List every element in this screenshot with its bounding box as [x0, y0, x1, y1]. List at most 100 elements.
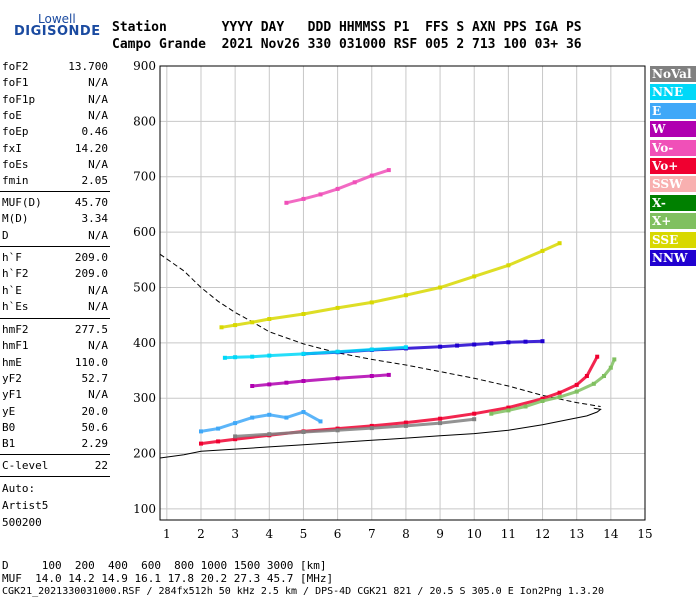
footer-file-info: CGK21_2021330031000.RSF / 284fx512h 50 k… — [2, 586, 605, 597]
y-tick-label: 500 — [133, 280, 156, 294]
param-row: MUF(D) 45.70 — [2, 196, 108, 210]
header-row-labels: Station YYYY DAY DDD HHMMSS P1 FFS S AXN… — [112, 20, 582, 35]
param-name: h`F — [2, 251, 22, 264]
x-tick-label: 6 — [334, 527, 342, 541]
logo-lowell-text: Lowell — [38, 12, 76, 26]
param-value: N/A — [88, 157, 108, 171]
x-tick-label: 3 — [231, 527, 239, 541]
param-name: foF1 — [2, 76, 29, 90]
y-tick-label: 300 — [133, 391, 156, 405]
auto-label: Auto: — [2, 482, 36, 495]
x-tick-label: 2 — [197, 527, 205, 541]
param-name: yE — [2, 404, 16, 418]
true-height-profile — [159, 407, 602, 459]
param-value: 209.0 — [74, 251, 108, 264]
param-row: fmin 2.05 — [2, 174, 108, 188]
echo-trace-x- — [489, 357, 616, 416]
param-value: 0.46 — [81, 125, 109, 139]
param-row: h`E N/A — [2, 284, 108, 298]
param-name: yF1 — [2, 388, 22, 402]
auto-artist: Artist5 — [2, 499, 49, 512]
x-tick-label: 11 — [501, 527, 516, 541]
param-row: h`F2 209.0 — [2, 267, 108, 281]
param-name: foF2 — [2, 60, 29, 73]
footer-muf-row: MUF 14.0 14.2 14.9 16.1 17.8 20.2 27.3 4… — [2, 572, 334, 585]
y-tick-label: 700 — [133, 170, 156, 184]
footer-distance-row: D 100 200 400 600 800 1000 1500 3000 [km… — [2, 559, 327, 572]
param-value: 110.0 — [74, 355, 108, 369]
legend-item: Vo- — [650, 139, 696, 156]
param-row: D N/A — [2, 229, 108, 243]
echo-trace-noval — [233, 417, 476, 438]
param-row: C-level 22 — [2, 459, 108, 473]
param-row: fxI 14.20 — [2, 142, 108, 156]
x-tick-label: 8 — [402, 527, 410, 541]
param-separator — [0, 191, 110, 192]
x-tick-label: 12 — [535, 527, 550, 541]
param-value: N/A — [88, 92, 108, 106]
param-row: h`Es N/A — [2, 300, 108, 314]
param-value: 52.7 — [81, 371, 109, 385]
param-name: foF1p — [2, 92, 36, 106]
param-row: B0 50.6 — [2, 421, 108, 435]
param-row: yF2 52.7 — [2, 372, 108, 386]
logo-digisonde: DIGISONDE — [14, 24, 101, 39]
param-name: fxI — [2, 141, 22, 155]
param-value: N/A — [88, 388, 108, 402]
param-value: 50.6 — [81, 420, 109, 434]
param-value: N/A — [88, 76, 108, 90]
param-separator — [0, 454, 110, 455]
param-name: hmF1 — [2, 339, 29, 353]
legend-item: W — [650, 121, 696, 138]
legend-item: X+ — [650, 213, 696, 230]
legend-item: SSE — [650, 231, 696, 248]
y-tick-label: 900 — [133, 59, 156, 73]
param-value: 3.34 — [81, 212, 109, 226]
param-value: 45.70 — [74, 196, 108, 209]
param-name: B1 — [2, 437, 16, 451]
plasma-frequency-profile — [159, 253, 601, 407]
param-name: h`F2 — [2, 267, 29, 281]
param-row: hmF1 N/A — [2, 339, 108, 353]
y-tick-label: 100 — [133, 502, 156, 516]
param-name: foE — [2, 108, 22, 122]
x-tick-label: 14 — [603, 527, 619, 541]
param-value: 20.0 — [81, 404, 109, 418]
param-row: B1 2.29 — [2, 437, 108, 451]
param-value: 277.5 — [74, 323, 108, 336]
x-tick-label: 10 — [467, 527, 482, 541]
auto-code: 500200 — [2, 516, 42, 529]
param-row: h`F 209.0 — [2, 251, 108, 265]
param-value: N/A — [88, 283, 108, 297]
param-value: N/A — [88, 339, 108, 353]
param-name: hmF2 — [2, 323, 29, 336]
param-name: foEp — [2, 125, 29, 139]
x-tick-label: 13 — [569, 527, 584, 541]
param-name: M(D) — [2, 212, 29, 226]
param-row: foF2 13.700 — [2, 60, 108, 74]
param-row: yF1 N/A — [2, 388, 108, 402]
header-row-values: Campo Grande 2021 Nov26 330 031000 RSF 0… — [112, 37, 582, 52]
y-tick-label: 800 — [133, 114, 156, 128]
param-row: foF1 N/A — [2, 76, 108, 90]
param-name: fmin — [2, 174, 29, 188]
param-name: hmE — [2, 355, 22, 369]
legend-item: X- — [650, 194, 696, 211]
echo-trace-e — [199, 410, 322, 433]
echo-trace-nne — [223, 345, 408, 360]
param-value: 14.20 — [74, 141, 108, 155]
echo-trace-vo- — [199, 355, 599, 446]
plot-frame — [159, 65, 646, 521]
x-tick-label: 5 — [300, 527, 308, 541]
param-value: 2.29 — [81, 437, 109, 451]
legend-item: NoVal — [650, 66, 696, 82]
echo-trace-w — [250, 373, 391, 388]
x-tick-label: 15 — [637, 527, 652, 541]
param-separator — [0, 476, 110, 477]
param-separator — [0, 318, 110, 319]
legend-item: NNW — [650, 250, 696, 266]
param-value: 22 — [94, 459, 108, 472]
x-tick-label: 9 — [436, 527, 444, 541]
param-row: foE N/A — [2, 109, 108, 123]
param-row: foEp 0.46 — [2, 125, 108, 139]
